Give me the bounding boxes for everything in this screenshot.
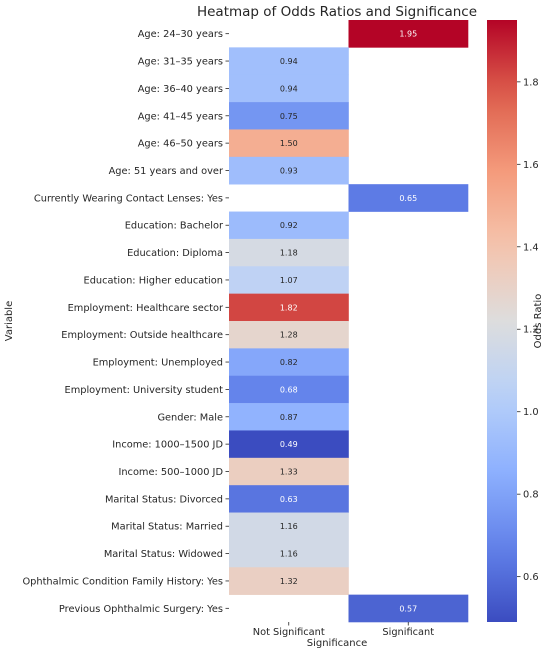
heatmap-cell — [229, 348, 349, 377]
colorbar-tick-label: 1.0 — [523, 407, 539, 418]
cell-value-label: 0.92 — [280, 221, 298, 230]
y-tick-label: Marital Status: Married — [111, 522, 223, 533]
colorbar-tick-label: 1.8 — [523, 77, 539, 88]
y-tick-label: Employment: Healthcare sector — [68, 303, 224, 314]
cell-value-label: 1.33 — [280, 468, 298, 477]
heatmap-cell — [229, 129, 349, 158]
colorbar-tick-label: 0.8 — [523, 490, 539, 501]
chart-title: Heatmap of Odds Ratios and Significance — [197, 4, 477, 20]
y-tick-label: Employment: University student — [65, 385, 224, 396]
y-axis-label: Variable — [4, 301, 15, 342]
heatmap-cell — [229, 293, 349, 322]
heatmap-cell — [229, 403, 349, 431]
heatmap-cell — [229, 238, 349, 267]
cell-value-label: 0.82 — [280, 358, 298, 367]
cell-value-label: 0.68 — [280, 385, 298, 394]
heatmap-cell — [348, 594, 469, 623]
heatmap-cell — [229, 266, 349, 294]
heatmap-cell — [229, 74, 349, 103]
y-tick-label: Gender: Male — [157, 412, 223, 423]
y-tick-label: Age: 31–35 years — [138, 57, 223, 68]
y-tick-label: Education: Diploma — [127, 248, 223, 259]
y-tick-label: Age: 51 years and over — [109, 166, 224, 177]
heatmap-cell — [229, 375, 349, 404]
heatmap-cell-labels: 1.95 0.94 0.94 0.75 1.50 0.93 0.65 0.92 1.18 1.07… — [280, 30, 417, 614]
colorbar-label: Odds Ratio — [533, 294, 544, 349]
colorbar-gradient — [487, 20, 517, 622]
cell-value-label: 0.49 — [280, 440, 298, 449]
y-tick-label: Currently Wearing Contact Lenses: Yes — [34, 193, 223, 204]
colorbar-tick-label: 0.6 — [523, 572, 539, 583]
y-tick-label: Age: 41–45 years — [138, 111, 223, 122]
cell-value-label: 1.16 — [280, 550, 298, 559]
cell-value-label: 1.95 — [399, 30, 417, 39]
y-axis: Age: 24–30 years Age: 31–35 years Age: 36–… — [22, 29, 229, 615]
y-tick-label: Marital Status: Divorced — [105, 494, 223, 505]
cell-value-label: 1.07 — [280, 276, 298, 285]
heatmap-cell — [229, 321, 349, 349]
cell-value-label: 0.63 — [280, 495, 298, 504]
y-tick-label: Age: 46–50 years — [138, 139, 223, 150]
y-tick-label: Age: 36–40 years — [138, 84, 223, 95]
y-tick-label: Age: 24–30 years — [138, 29, 223, 40]
cell-value-label: 0.75 — [280, 112, 298, 121]
y-tick-label: Employment: Outside healthcare — [61, 330, 223, 341]
cell-value-label: 0.57 — [399, 604, 417, 613]
cell-value-label: 1.28 — [280, 331, 298, 340]
colorbar-tick-label: 1.2 — [523, 325, 539, 336]
x-tick-label: Significant — [382, 627, 434, 638]
y-tick-label: Education: Bachelor — [125, 221, 224, 232]
cell-value-label: 0.93 — [280, 167, 298, 176]
y-tick-label: Income: 500–1000 JD — [118, 467, 223, 478]
colorbar-tick-label: 1.6 — [523, 160, 539, 171]
colorbar-tick-label: 1.4 — [523, 242, 539, 253]
colorbar: 0.6 0.8 1.0 1.2 1.4 1.6 1.8 — [487, 20, 539, 622]
heatmap-cell — [348, 184, 469, 212]
heatmap-cell — [229, 485, 349, 513]
cell-value-label: 1.16 — [280, 522, 298, 531]
cell-value-label: 0.65 — [399, 194, 417, 203]
heatmap-cells — [229, 20, 469, 623]
y-tick-label: Marital Status: Widowed — [104, 549, 223, 560]
heatmap-cell — [348, 20, 469, 48]
heatmap-cell — [229, 211, 349, 240]
y-tick-label: Employment: Unemployed — [93, 358, 223, 369]
heatmap-cell — [229, 567, 349, 595]
x-axis: Not Significant Significant — [253, 622, 434, 638]
heatmap-cell — [229, 156, 349, 185]
y-tick-label: Previous Ophthalmic Surgery: Yes — [59, 604, 223, 615]
heatmap-cell — [229, 102, 349, 130]
cell-value-label: 1.82 — [280, 303, 298, 312]
x-tick-label: Not Significant — [253, 627, 325, 638]
x-axis-label: Significance — [307, 638, 368, 649]
heatmap-cell — [229, 457, 349, 486]
heatmap-cell — [229, 430, 349, 459]
cell-value-label: 0.94 — [280, 84, 298, 93]
y-tick-label: Education: Higher education — [84, 275, 224, 286]
cell-value-label: 0.94 — [280, 57, 298, 66]
y-tick-label: Ophthalmic Condition Family History: Yes — [22, 576, 223, 587]
cell-value-label: 1.18 — [280, 249, 298, 258]
heatmap-cell — [229, 47, 349, 76]
y-tick-label: Income: 1000–1500 JD — [112, 440, 223, 451]
heatmap-cell — [229, 512, 349, 541]
cell-value-label: 1.32 — [280, 577, 298, 586]
cell-value-label: 1.50 — [280, 139, 298, 148]
cell-value-label: 0.87 — [280, 413, 298, 422]
heatmap-cell — [229, 539, 349, 568]
